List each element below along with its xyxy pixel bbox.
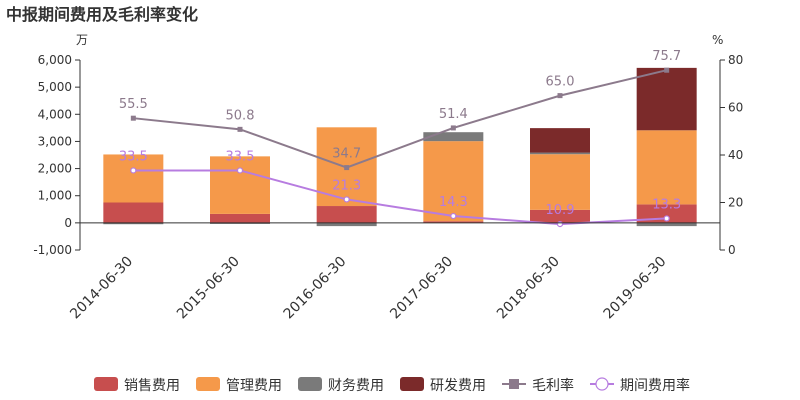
data-label-期间费用率: 14.3: [439, 195, 468, 210]
y-right-unit: %: [712, 33, 723, 47]
bar-财务费用: [530, 152, 590, 155]
legend-swatch-研发费用: [400, 377, 424, 391]
bar-财务费用: [210, 222, 270, 224]
data-label-期间费用率: 13.3: [652, 197, 681, 212]
bar-财务费用: [103, 222, 164, 225]
data-label-期间费用率: 10.9: [546, 203, 575, 218]
legend-label-研发费用: 研发费用: [430, 378, 486, 394]
point-期间费用率: [663, 215, 670, 222]
bar-管理费用: [210, 156, 270, 214]
point-期间费用率: [450, 212, 457, 220]
data-label-毛利率: 50.8: [226, 108, 255, 123]
y-right-tick-label: 40: [728, 148, 743, 162]
y-left-tick-label: 2,000: [38, 162, 72, 176]
x-tick-label: 2014-06-30: [67, 254, 136, 323]
data-label-毛利率: 51.4: [439, 107, 468, 122]
legend-swatch-财务费用: [298, 377, 322, 391]
bar-管理费用: [423, 141, 484, 222]
y-left-tick-label: 5,000: [38, 80, 72, 94]
bar-销售费用: [210, 213, 270, 223]
y-left-tick-label: 1,000: [38, 189, 72, 203]
point-毛利率: [557, 93, 563, 99]
x-tick-label: 2019-06-30: [601, 254, 670, 323]
data-labels: 55.5 50.8 34.7 51.4 65.0 75.7 33.5 33.5 21.3 14.3…: [119, 49, 681, 218]
legend: 销售费用 管理费用 财务费用 研发费用 毛利率 期间费用率: [94, 377, 690, 394]
y-left-unit: 万: [76, 33, 88, 47]
y-left-tick-label: 3,000: [38, 134, 72, 148]
y-left-tick-label: 0: [64, 216, 72, 230]
bar-销售费用: [423, 221, 484, 223]
data-label-毛利率: 75.7: [652, 49, 681, 64]
legend-marker-期间费用率: [595, 377, 609, 391]
data-label-毛利率: 55.5: [119, 97, 148, 112]
point-期间费用率: [130, 167, 137, 174]
legend-label-财务费用: 财务费用: [328, 378, 384, 394]
x-tick-label: 2017-06-30: [387, 254, 456, 323]
data-label-期间费用率: 33.5: [119, 149, 148, 164]
bar-管理费用: [530, 154, 590, 210]
data-label-期间费用率: 33.5: [226, 149, 255, 164]
y-right-tick-label: 0: [728, 243, 736, 257]
x-tick-label: 2018-06-30: [494, 254, 563, 323]
y-right-tick-label: 60: [728, 101, 743, 115]
data-label-期间费用率: 21.3: [332, 178, 361, 193]
bar-财务费用: [316, 222, 377, 227]
point-毛利率: [664, 67, 670, 73]
data-label-毛利率: 34.7: [332, 147, 361, 162]
legend-label-销售费用: 销售费用: [124, 378, 180, 394]
bar-财务费用: [423, 132, 484, 142]
legend-swatch-管理费用: [196, 377, 220, 391]
point-毛利率: [450, 125, 456, 131]
chart-title: 中报期间费用及毛利率变化: [6, 5, 198, 24]
legend-label-管理费用: 管理费用: [226, 378, 282, 394]
y-right-tick-label: 80: [728, 53, 743, 67]
point-期间费用率: [343, 196, 350, 203]
legend-swatch-销售费用: [94, 377, 118, 391]
legend-label-期间费用率: 期间费用率: [620, 377, 690, 394]
legend-label-毛利率: 毛利率: [532, 377, 574, 394]
data-label-毛利率: 65.0: [546, 75, 575, 90]
point-期间费用率: [236, 167, 244, 174]
bar-财务费用: [636, 222, 697, 227]
y-left-tick-label: 4,000: [38, 107, 72, 121]
legend-marker-毛利率: [509, 379, 519, 389]
bar-销售费用: [103, 202, 164, 223]
y-left-tick-label: 6,000: [38, 53, 72, 67]
line-毛利率: [133, 69, 667, 169]
bar-销售费用: [530, 209, 590, 223]
x-tick-label: 2015-06-30: [174, 254, 243, 323]
bars: [103, 67, 697, 227]
point-毛利率: [237, 126, 243, 132]
bar-销售费用: [316, 206, 377, 223]
bar-管理费用: [103, 154, 164, 203]
y-left-tick-label: -1,000: [33, 243, 72, 257]
y-right-tick-label: 20: [728, 196, 743, 210]
point-毛利率: [344, 165, 350, 171]
bar-研发费用: [530, 128, 590, 153]
bar-管理费用: [636, 130, 697, 205]
bar-研发费用: [636, 67, 697, 131]
x-tick-label: 2016-06-30: [281, 254, 350, 323]
point-毛利率: [130, 115, 136, 121]
